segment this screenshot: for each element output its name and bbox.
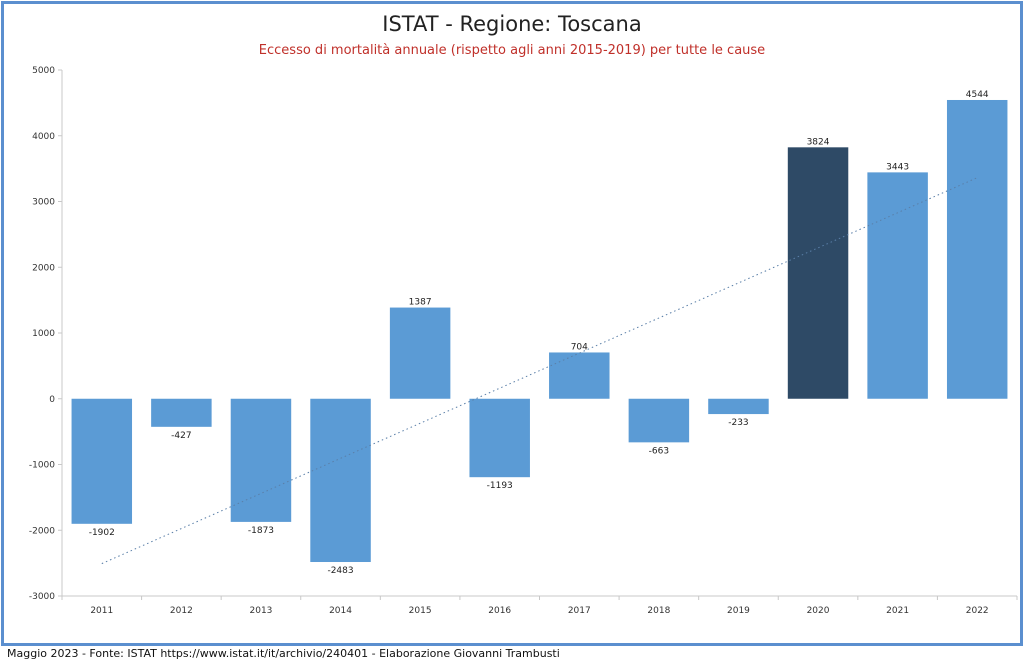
bar-2011 (71, 398, 133, 524)
x-tick-label-2012: 2012 (170, 606, 193, 616)
y-tick-label: 4000 (32, 132, 55, 142)
x-tick-label-2014: 2014 (329, 606, 352, 616)
data-label-2022: 4544 (966, 90, 989, 100)
x-tick-label-2020: 2020 (807, 606, 830, 616)
bar-2021 (867, 172, 928, 399)
y-tick-label: 0 (49, 395, 55, 405)
x-tick-label-2022: 2022 (966, 606, 989, 616)
x-tick-label-2016: 2016 (488, 606, 511, 616)
bar-2018 (628, 398, 690, 443)
trend-line (101, 177, 978, 565)
data-label-2012: -427 (171, 431, 191, 441)
x-tick-label-2013: 2013 (250, 606, 273, 616)
y-tick-label: -3000 (29, 592, 55, 602)
data-label-2017: 704 (571, 342, 588, 352)
y-tick-label: 5000 (32, 66, 55, 76)
chart-subtitle: Eccesso di mortalità annuale (rispetto a… (258, 43, 766, 58)
x-tick-label-2018: 2018 (647, 606, 670, 616)
x-tick-label-2019: 2019 (727, 606, 750, 616)
bar-2015 (389, 307, 451, 399)
data-label-2019: -233 (728, 418, 748, 428)
bar-2019 (708, 398, 769, 415)
chart-frame (1, 1, 1023, 646)
bar-2022 (946, 99, 1008, 399)
x-tick-label-2015: 2015 (409, 606, 432, 616)
x-tick-label-2021: 2021 (886, 606, 909, 616)
y-tick-label: 3000 (32, 198, 55, 208)
bar-2014 (310, 398, 371, 563)
bar-2016 (469, 398, 530, 478)
data-label-2014: -2483 (327, 566, 353, 576)
bar-2013 (230, 398, 292, 522)
data-label-2018: -663 (649, 446, 669, 456)
data-label-2016: -1193 (487, 481, 513, 491)
data-label-2011: -1902 (89, 528, 115, 538)
data-label-2021: 3443 (886, 162, 909, 172)
bar-2012 (151, 398, 212, 427)
y-tick-label: -2000 (29, 526, 55, 536)
data-label-2013: -1873 (248, 526, 274, 536)
y-tick-label: -1000 (29, 461, 55, 471)
source-footer: Maggio 2023 - Fonte: ISTAT https://www.i… (7, 647, 560, 660)
x-tick-label-2011: 2011 (90, 606, 113, 616)
chart-title: ISTAT - Regione: Toscana (382, 12, 642, 36)
bar-2020 (787, 147, 849, 399)
y-tick-label: 2000 (32, 263, 55, 273)
data-label-2015: 1387 (409, 298, 432, 308)
data-label-2020: 3824 (807, 137, 830, 147)
y-tick-label: 1000 (32, 329, 55, 339)
bar-2017 (549, 352, 610, 399)
x-tick-label-2017: 2017 (568, 606, 591, 616)
